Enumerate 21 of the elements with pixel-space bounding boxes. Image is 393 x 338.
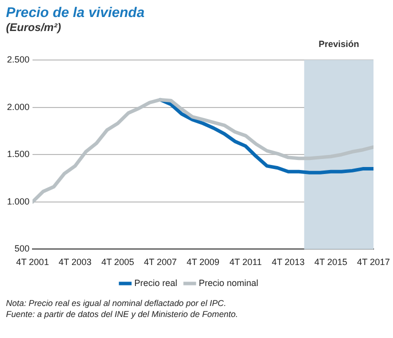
- legend-label: Precio real: [134, 278, 178, 288]
- y-tick-label: 2.500: [6, 54, 30, 64]
- x-tick-label: 4T 2005: [101, 257, 134, 268]
- chart-title: Precio de la vivienda: [6, 4, 146, 22]
- x-tick-label: 4T 2009: [186, 257, 220, 268]
- x-tick-label: 4T 2007: [144, 257, 177, 268]
- x-tick-label: 4T 2011: [229, 257, 262, 268]
- y-tick-label: 1.500: [6, 149, 30, 160]
- source-note: Fuente: a partir de datos del INE y del Ministerio de Fomento.: [6, 309, 239, 320]
- x-tick-label: 4T 2003: [58, 257, 92, 268]
- x-tick-label: 4T 2015: [314, 257, 348, 268]
- y-tick-label: 2.000: [6, 102, 30, 112]
- y-tick-label: 500: [14, 244, 30, 254]
- y-axis-title: (Euros/m²): [6, 22, 62, 36]
- legend-label: Precio nominal: [198, 278, 258, 288]
- x-tick-label: 4T 2017: [357, 257, 390, 268]
- x-tick-label: 4T 2013: [272, 257, 305, 268]
- y-tick-label: 1.000: [6, 196, 30, 206]
- x-tick-label: 4T 2001: [16, 257, 49, 268]
- text: Nota: Precio real es igual al nominal deflactado por el IPC.: [6, 298, 228, 309]
- band-label: Previsión: [318, 38, 360, 49]
